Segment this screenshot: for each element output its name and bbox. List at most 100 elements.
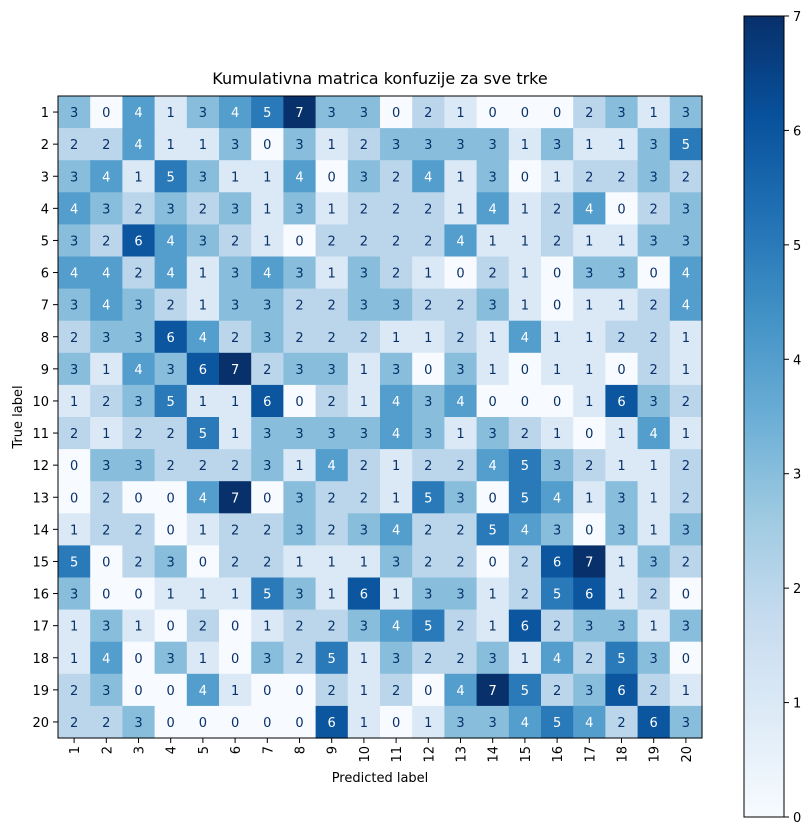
- heatmap-cell: [251, 256, 284, 290]
- cell-value-label: 0: [102, 106, 110, 121]
- cell-value-label: 2: [360, 331, 368, 346]
- heatmap-cell: [283, 417, 317, 450]
- heatmap-cell: [251, 545, 284, 579]
- heatmap-cell: [154, 641, 188, 675]
- heatmap-cell: [58, 384, 91, 418]
- heatmap-cell: [315, 641, 349, 675]
- heatmap-cell: [412, 609, 445, 643]
- heatmap-cell: [122, 384, 156, 418]
- heatmap-cell: [508, 609, 542, 643]
- cell-value-label: 2: [585, 459, 593, 474]
- cell-value-label: 2: [424, 523, 432, 538]
- cell-value-label: 4: [521, 716, 529, 731]
- heatmap-cell: [476, 384, 510, 418]
- y-tick-label: 7: [41, 299, 49, 314]
- heatmap-cell: [251, 577, 284, 611]
- heatmap-cell: [573, 288, 606, 322]
- heatmap-cell: [315, 609, 349, 643]
- x-tick-label: 5: [197, 746, 212, 754]
- cell-value-label: 2: [682, 491, 690, 506]
- colorbar-tick-label: 6: [793, 124, 801, 139]
- cell-value-label: 0: [489, 491, 497, 506]
- cell-value-label: 0: [167, 684, 175, 699]
- heatmap-cell: [669, 96, 703, 129]
- heatmap-cell: [219, 417, 252, 450]
- heatmap-cell: [315, 352, 349, 386]
- heatmap-cell: [219, 545, 252, 579]
- heatmap-cell: [90, 545, 123, 579]
- cell-value-label: 3: [295, 363, 303, 378]
- cell-value-label: 2: [682, 170, 690, 185]
- heatmap-cell: [444, 705, 478, 739]
- heatmap-cell: [347, 384, 381, 418]
- heatmap-cell: [251, 160, 284, 193]
- heatmap-cell: [186, 288, 220, 322]
- heatmap-cell: [283, 449, 317, 482]
- cell-value-label: 0: [295, 234, 303, 249]
- cell-value-label: 1: [360, 363, 368, 378]
- cell-value-label: 1: [199, 395, 207, 410]
- heatmap-cell: [508, 192, 542, 225]
- cell-value-label: 3: [134, 331, 142, 346]
- cell-value-label: 3: [489, 299, 497, 314]
- cell-value-label: 0: [553, 106, 561, 121]
- heatmap-cell: [283, 705, 317, 739]
- heatmap-cell: [508, 352, 542, 386]
- heatmap-cell: [315, 513, 349, 546]
- cell-value-label: 1: [70, 652, 78, 667]
- cell-value-label: 1: [424, 716, 432, 731]
- cell-value-label: 3: [70, 234, 78, 249]
- cell-value-label: 2: [102, 138, 110, 153]
- cell-value-label: 2: [521, 555, 529, 570]
- cell-value-label: 2: [650, 299, 658, 314]
- cell-value-label: 0: [231, 620, 239, 635]
- heatmap-cell: [90, 352, 123, 386]
- cell-value-label: 4: [392, 427, 400, 442]
- heatmap-cell: [637, 128, 671, 161]
- heatmap-cell: [605, 449, 639, 482]
- heatmap-cell: [541, 288, 574, 322]
- heatmap-cell: [669, 513, 703, 546]
- heatmap-cell: [154, 320, 188, 354]
- cell-value-label: 3: [231, 299, 239, 314]
- cell-value-label: 3: [553, 138, 561, 153]
- heatmap-cell: [605, 256, 639, 290]
- cell-value-label: 1: [521, 234, 529, 249]
- heatmap-cell: [412, 641, 445, 675]
- y-tick-label: 10: [32, 395, 49, 410]
- heatmap-cell: [508, 320, 542, 354]
- heatmap-cell: [315, 320, 349, 354]
- heatmap-cell: [669, 481, 703, 514]
- cell-value-label: 2: [650, 588, 658, 603]
- heatmap-cell: [669, 449, 703, 482]
- heatmap-cell: [122, 545, 156, 579]
- cell-value-label: 0: [167, 491, 175, 506]
- heatmap-cell: [219, 96, 252, 129]
- cell-value-label: 4: [392, 395, 400, 410]
- heatmap-cell: [58, 449, 91, 482]
- heatmap-cell: [573, 545, 606, 579]
- colorbar-tick-label: 7: [793, 10, 801, 25]
- cell-value-label: 3: [682, 234, 690, 249]
- heatmap-cell: [637, 545, 671, 579]
- cell-value-label: 0: [489, 106, 497, 121]
- cell-value-label: 3: [682, 620, 690, 635]
- heatmap-cell: [541, 96, 574, 129]
- heatmap-cell: [154, 481, 188, 514]
- heatmap-cell: [605, 288, 639, 322]
- cell-value-label: 5: [199, 427, 207, 442]
- cell-value-label: 1: [199, 299, 207, 314]
- cell-value-label: 1: [650, 491, 658, 506]
- heatmap-cell: [58, 609, 91, 643]
- cell-value-label: 1: [263, 620, 271, 635]
- cell-value-label: 6: [650, 716, 658, 731]
- heatmap-cell: [122, 417, 156, 450]
- cell-value-label: 1: [585, 138, 593, 153]
- heatmap-cell: [412, 256, 445, 290]
- cell-value-label: 0: [263, 684, 271, 699]
- cell-value-label: 3: [424, 395, 432, 410]
- cell-value-label: 3: [424, 588, 432, 603]
- heatmap-cell: [605, 224, 639, 258]
- heatmap-cell: [541, 641, 574, 675]
- cell-value-label: 1: [585, 363, 593, 378]
